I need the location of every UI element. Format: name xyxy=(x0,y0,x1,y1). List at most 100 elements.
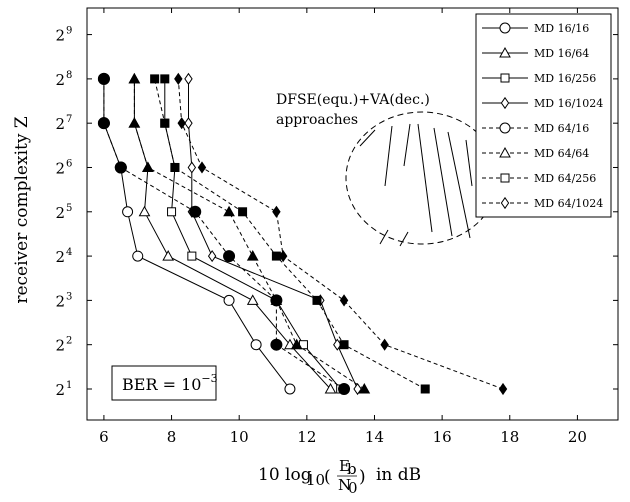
x-axis-title-numerator: E xyxy=(339,457,350,475)
data-point xyxy=(420,384,430,394)
data-point xyxy=(223,205,235,217)
legend-label: MD 16/16 xyxy=(534,22,589,35)
data-point xyxy=(498,382,508,396)
data-point xyxy=(223,294,235,306)
series-line xyxy=(188,78,359,390)
data-point xyxy=(353,382,362,396)
y-tick-exponent: 8 xyxy=(66,70,72,81)
data-point xyxy=(174,72,183,85)
y-tick-label: 2 xyxy=(55,27,65,45)
data-point xyxy=(184,72,193,85)
data-point xyxy=(187,161,197,174)
data-point xyxy=(97,72,110,85)
legend-marker xyxy=(500,196,510,210)
x-axis-title-denominator-sub: 0 xyxy=(348,479,358,497)
data-point xyxy=(128,117,141,128)
series-line xyxy=(154,78,426,390)
annotation-stroke xyxy=(417,123,433,233)
legend-marker xyxy=(499,22,511,34)
data-point xyxy=(339,340,349,350)
annotation-label-line1: DFSE(equ.)+VA(dec.) xyxy=(276,92,430,108)
data-point xyxy=(284,383,296,395)
legend-marker xyxy=(499,122,511,134)
data-point xyxy=(122,206,134,218)
data-point xyxy=(189,205,202,218)
x-axis-title-denominator: N xyxy=(338,476,351,494)
data-point xyxy=(150,74,160,84)
x-tick-label: 18 xyxy=(500,428,519,446)
x-axis-title-numerator-sub: b xyxy=(347,460,357,478)
plot-frame xyxy=(86,7,619,421)
annotation-label-line2: approaches xyxy=(276,112,358,128)
legend-label: MD 16/1024 xyxy=(534,97,603,110)
y-tick-label: 2 xyxy=(55,337,65,355)
data-point xyxy=(246,294,259,305)
series-line xyxy=(133,78,365,390)
y-tick-label: 2 xyxy=(55,204,65,222)
data-point xyxy=(312,295,322,305)
x-axis-title-prefix: 10 log xyxy=(258,465,312,485)
annotation-stroke xyxy=(433,127,453,237)
annotation-stroke xyxy=(384,125,393,187)
y-tick-label: 2 xyxy=(55,159,65,177)
y-tick-exponent: 5 xyxy=(66,203,72,214)
ber-prefix: BER = 10 xyxy=(122,375,201,394)
x-tick-label: 14 xyxy=(365,428,384,446)
data-point xyxy=(338,382,351,395)
annotation-stroke xyxy=(465,139,473,187)
x-axis-title-suffix: in dB xyxy=(376,465,421,485)
y-tick-label: 2 xyxy=(55,71,65,89)
data-point xyxy=(138,205,151,217)
legend-label: MD 64/1024 xyxy=(534,197,603,210)
data-point xyxy=(177,117,186,130)
series-line xyxy=(103,78,345,390)
legend-box xyxy=(475,13,612,218)
y-tick-label: 2 xyxy=(55,248,65,266)
data-point xyxy=(160,118,170,128)
x-tick-label: 6 xyxy=(99,428,109,446)
data-point xyxy=(162,250,175,261)
y-tick-exponent: 2 xyxy=(66,336,72,347)
data-point xyxy=(97,117,110,130)
series-line xyxy=(177,78,504,390)
legend-label: MD 16/256 xyxy=(534,72,596,85)
data-point xyxy=(132,250,144,262)
data-point xyxy=(272,205,281,218)
annotation-stroke xyxy=(403,123,411,167)
data-point xyxy=(207,250,217,263)
data-point xyxy=(114,161,127,174)
data-point xyxy=(128,72,141,84)
y-tick-exponent: 4 xyxy=(66,247,72,258)
data-point xyxy=(197,161,207,174)
x-tick-label: 12 xyxy=(297,428,316,446)
legend-label: MD 64/16 xyxy=(534,122,589,135)
legend-marker xyxy=(499,146,511,158)
x-axis-title-open-paren: ( xyxy=(324,467,331,487)
legend-label: MD 64/64 xyxy=(534,147,589,160)
data-point xyxy=(238,207,248,217)
data-point xyxy=(170,162,180,172)
ber-label: BER = 10−3 xyxy=(122,372,218,394)
data-point xyxy=(270,294,283,305)
data-point xyxy=(278,250,288,263)
x-tick-label: 16 xyxy=(433,428,452,446)
x-axis-title-close-paren: ) xyxy=(359,467,366,487)
x-tick-label: 20 xyxy=(568,428,587,446)
y-tick-exponent: 6 xyxy=(66,158,72,169)
legend-marker xyxy=(500,96,510,110)
data-point xyxy=(339,294,349,307)
legend-label: MD 64/256 xyxy=(534,172,596,185)
data-point xyxy=(290,338,303,350)
legend-marker xyxy=(500,73,510,83)
data-point xyxy=(270,338,283,351)
y-tick-label: 2 xyxy=(55,381,65,399)
x-tick-label: 8 xyxy=(167,428,177,446)
y-tick-exponent: 1 xyxy=(66,380,72,391)
ber-box xyxy=(111,365,217,401)
data-point xyxy=(187,251,197,261)
data-point xyxy=(358,382,371,394)
data-point xyxy=(160,74,170,84)
series-line xyxy=(133,78,331,390)
data-point xyxy=(324,382,337,394)
